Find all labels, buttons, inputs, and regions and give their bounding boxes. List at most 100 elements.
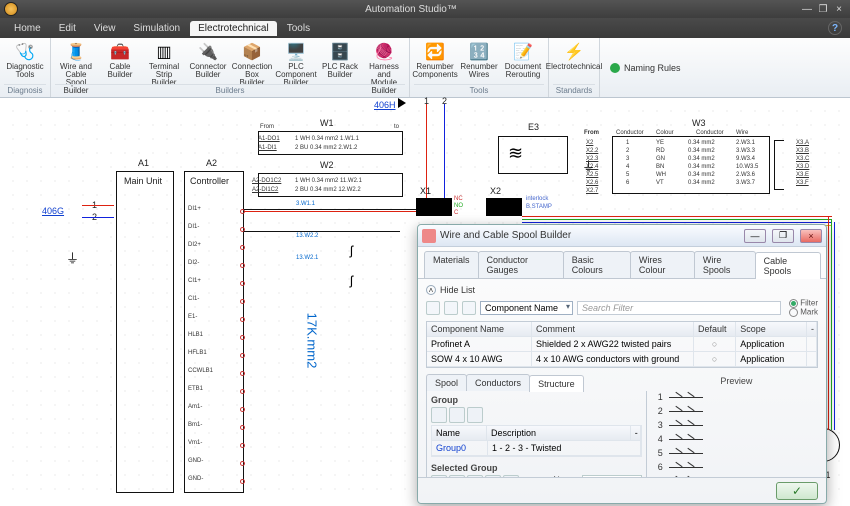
tab-materials[interactable]: Materials <box>424 251 479 278</box>
tab-cable-spools[interactable]: Cable Spools <box>755 252 821 279</box>
ribbon-document-rerouting[interactable]: 📝Document Rerouting <box>502 40 544 80</box>
spool-builder-dialog: Wire and Cable Spool Builder — ❐ × Mater… <box>417 224 827 504</box>
ribbon-terminal-strip-builder[interactable]: ▥Terminal Strip Builder <box>143 40 185 80</box>
group-heading: Group <box>431 395 642 405</box>
menu-item-edit[interactable]: Edit <box>51 21 84 36</box>
sub-tabs: SpoolConductorsStructure <box>426 374 647 391</box>
selected-group-heading: Selected Group <box>431 463 642 473</box>
toolbar-icon[interactable] <box>462 301 476 315</box>
naming-rules-button[interactable]: Naming Rules <box>624 63 681 73</box>
ribbon-icon: 📝 <box>511 41 535 63</box>
window-title: Automation Studio™ <box>24 4 798 15</box>
filter-field-dropdown[interactable]: Component Name <box>480 301 573 315</box>
ribbon-icon: ⚡ <box>562 41 586 63</box>
ok-button[interactable]: ✓ <box>776 482 818 500</box>
tab-wire-spools[interactable]: Wire Spools <box>694 251 756 278</box>
w2-table <box>258 173 403 197</box>
w3-label: W3 <box>692 118 706 128</box>
w1-label: W1 <box>320 118 334 128</box>
right-connector <box>774 140 784 190</box>
ribbon-icon: 🗄️ <box>328 41 352 63</box>
ribbon-plc-component-builder[interactable]: 🖥️PLC Component Builder <box>275 40 317 80</box>
preview-panel: 1234567 <box>655 390 818 477</box>
ribbon-icon: 🩺 <box>13 41 37 63</box>
dialog-title: Wire and Cable Spool Builder <box>440 230 738 241</box>
ref-406h[interactable]: 406H <box>374 100 396 110</box>
window-titlebar: Automation Studio™ — ❐ × <box>0 0 850 18</box>
e3-label: E3 <box>528 122 539 132</box>
dialog-min-button[interactable]: — <box>744 229 766 243</box>
ribbon-electrotechnical[interactable]: ⚡Electrotechnical <box>553 40 595 80</box>
ribbon-wire-and-cable-spool-builder[interactable]: 🧵Wire and Cable Spool Builder <box>55 40 97 80</box>
dialog-icon <box>422 229 436 243</box>
arrow-icon <box>398 98 406 108</box>
menu-item-view[interactable]: View <box>86 21 124 36</box>
w1-table <box>258 131 403 155</box>
ref-406g[interactable]: 406G <box>42 206 64 216</box>
help-icon[interactable]: ? <box>828 21 842 35</box>
dim-label: 17K.mm2 <box>304 313 319 369</box>
filter-icon: ≋ <box>508 143 523 164</box>
naming-dot-icon <box>610 63 620 73</box>
app-logo-icon <box>4 2 18 16</box>
group-tool-icon[interactable] <box>449 407 465 423</box>
ribbon: 🩺Diagnostic ToolsDiagnosis🧵Wire and Cabl… <box>0 38 850 98</box>
tab-wires-colour[interactable]: Wires Colour <box>630 251 695 278</box>
table-row[interactable]: Profinet AShielded 2 x AWG22 twisted pai… <box>427 337 817 352</box>
ribbon-icon: 🧶 <box>372 41 396 63</box>
menu-item-tools[interactable]: Tools <box>279 21 318 36</box>
menu-item-home[interactable]: Home <box>6 21 49 36</box>
ribbon-plc-rack-builder[interactable]: 🗄️PLC Rack Builder <box>319 40 361 80</box>
x2-block[interactable] <box>486 198 522 216</box>
block-a1[interactable] <box>116 171 174 493</box>
tab-basic-colours[interactable]: Basic Colours <box>563 251 631 278</box>
ribbon-icon: 🔢 <box>467 41 491 63</box>
ribbon-icon: 🔁 <box>423 41 447 63</box>
ribbon-connector-builder[interactable]: 🔌Connector Builder <box>187 40 229 80</box>
a2-sub: Controller <box>190 176 229 186</box>
table-row[interactable]: SOW 4 x 10 AWG4 x 10 AWG conductors with… <box>427 352 817 367</box>
dialog-close-button[interactable]: × <box>800 229 822 243</box>
tab-conductor-gauges[interactable]: Conductor Gauges <box>478 251 564 278</box>
maximize-button[interactable]: ❐ <box>816 3 830 15</box>
minimize-button[interactable]: — <box>800 3 814 15</box>
contact-icon: ʃ <box>350 273 353 288</box>
dialog-max-button[interactable]: ❐ <box>772 229 794 243</box>
search-input[interactable]: Search Filter <box>577 301 781 315</box>
ribbon-diagnostic-tools[interactable]: 🩺Diagnostic Tools <box>4 40 46 80</box>
ribbon-cable-builder[interactable]: 🧰Cable Builder <box>99 40 141 80</box>
dialog-tabs: MaterialsConductor GaugesBasic ColoursWi… <box>418 247 826 279</box>
menu-item-simulation[interactable]: Simulation <box>125 21 188 36</box>
w2-label: W2 <box>320 160 334 170</box>
hide-list-toggle[interactable]: ˄Hide List <box>426 285 818 295</box>
menu-item-electrotechnical[interactable]: Electrotechnical <box>190 21 277 36</box>
group-row[interactable]: Group0 <box>432 441 488 456</box>
ribbon-connection-box-builder[interactable]: 📦Connection Box Builder <box>231 40 273 80</box>
subtab-structure[interactable]: Structure <box>529 375 584 392</box>
dialog-titlebar[interactable]: Wire and Cable Spool Builder — ❐ × <box>418 225 826 247</box>
radio-mark[interactable]: Mark <box>800 308 818 317</box>
x1-block[interactable] <box>416 198 452 216</box>
toolbar-icon[interactable] <box>426 301 440 315</box>
ribbon-renumber-wires[interactable]: 🔢Renumber Wires <box>458 40 500 80</box>
toolbar-icon[interactable] <box>444 301 458 315</box>
menu-bar: HomeEditViewSimulationElectrotechnicalTo… <box>0 18 850 38</box>
ribbon-icon: 🧵 <box>64 41 88 63</box>
ribbon-renumber-components[interactable]: 🔁Renumber Components <box>414 40 456 80</box>
subtab-conductors[interactable]: Conductors <box>466 374 530 391</box>
ribbon-icon: 🖥️ <box>284 41 308 63</box>
close-button[interactable]: × <box>832 3 846 15</box>
subtab-spool[interactable]: Spool <box>426 374 467 391</box>
a1-label: A1 <box>138 158 149 168</box>
group-tool-icon[interactable] <box>467 407 483 423</box>
ribbon-icon: ▥ <box>152 41 176 63</box>
component-grid[interactable]: Component NameCommentDefaultScope-Profin… <box>426 321 818 368</box>
ribbon-icon: 📦 <box>240 41 264 63</box>
ribbon-icon: 🧰 <box>108 41 132 63</box>
group-tool-icon[interactable] <box>431 407 447 423</box>
ribbon-harness-and-module-builder[interactable]: 🧶Harness and Module Builder <box>363 40 405 80</box>
a2-label: A2 <box>206 158 217 168</box>
radio-filter[interactable]: Filter <box>800 299 818 308</box>
preview-heading: Preview <box>655 372 818 390</box>
contact-icon: ʃ <box>350 243 353 258</box>
